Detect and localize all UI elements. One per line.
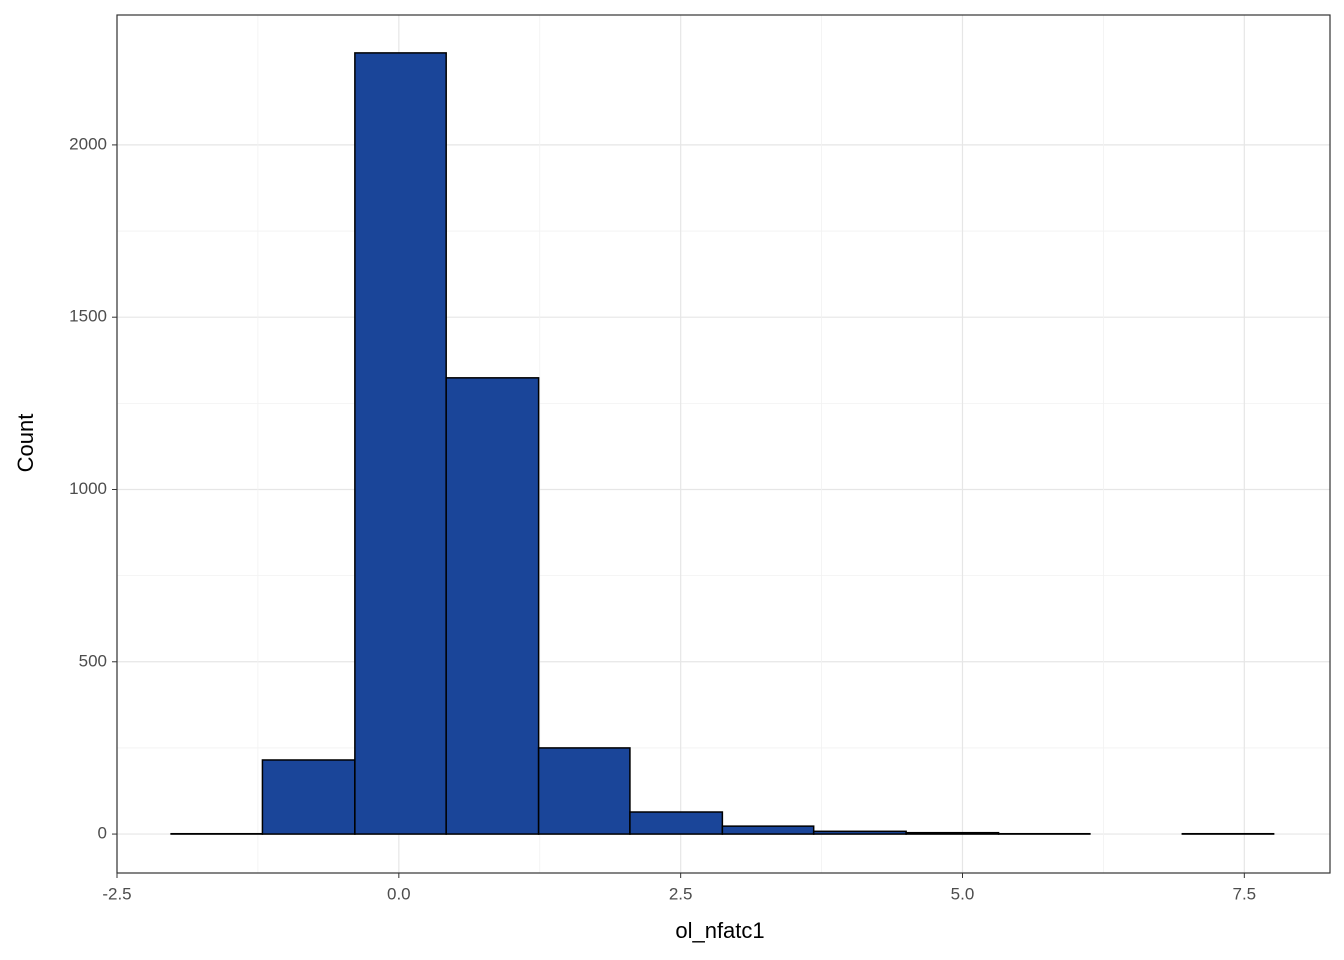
y-tick-label: 500 bbox=[79, 651, 107, 670]
bar bbox=[537, 747, 631, 835]
bar bbox=[261, 759, 356, 835]
x-tick-label: -2.5 bbox=[102, 884, 131, 903]
x-tick-label: 5.0 bbox=[951, 884, 975, 903]
y-tick-label: 0 bbox=[98, 824, 107, 843]
bar bbox=[905, 831, 1000, 835]
panel-border bbox=[116, 14, 1331, 874]
bars bbox=[170, 52, 1275, 835]
y-tick-label: 1000 bbox=[69, 479, 107, 498]
x-axis-title: ol_nfatc1 bbox=[675, 918, 764, 943]
x-tick-label: 2.5 bbox=[669, 884, 693, 903]
y-axis-title: Count bbox=[13, 414, 38, 473]
y-tick-label: 1500 bbox=[69, 307, 107, 326]
x-tick-label: 7.5 bbox=[1233, 884, 1257, 903]
bar bbox=[721, 825, 815, 835]
bar bbox=[629, 811, 724, 835]
bar bbox=[445, 377, 540, 835]
bar bbox=[812, 830, 907, 835]
x-tick-label: 0.0 bbox=[387, 884, 411, 903]
y-tick-label: 2000 bbox=[69, 134, 107, 153]
bar bbox=[354, 52, 447, 835]
